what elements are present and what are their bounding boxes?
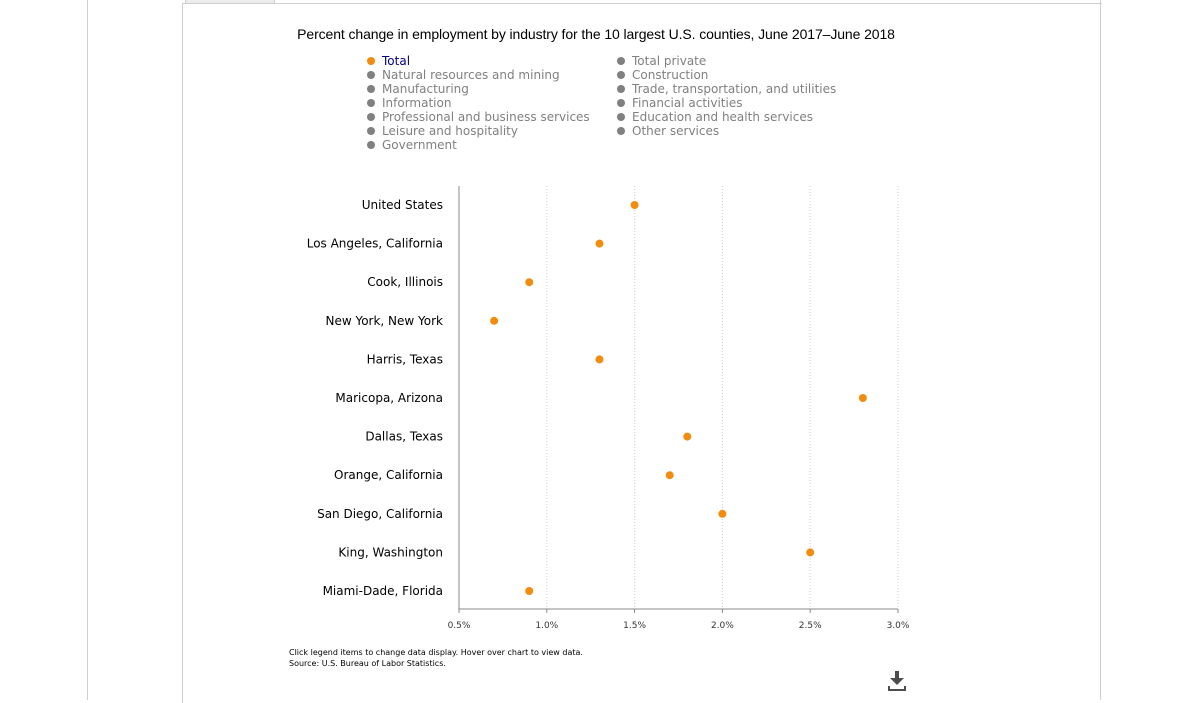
legend-item[interactable]: Financial activities xyxy=(617,96,836,110)
x-tick-label: 2.0% xyxy=(711,621,734,631)
legend-dot-icon xyxy=(617,85,625,93)
x-tick-label: 1.5% xyxy=(623,621,646,631)
legend-label: Government xyxy=(382,138,457,152)
legend-dot-icon xyxy=(367,85,375,93)
legend-item[interactable]: Manufacturing xyxy=(367,82,590,96)
legend-item[interactable]: Professional and business services xyxy=(367,110,590,124)
legend-label: Information xyxy=(382,96,452,110)
legend-label: Other services xyxy=(632,124,720,138)
category-label: Harris, Texas xyxy=(367,352,443,366)
data-point[interactable] xyxy=(718,509,727,518)
legend-item[interactable]: Other services xyxy=(617,124,836,138)
category-label: New York, New York xyxy=(325,314,443,328)
legend-dot-icon xyxy=(367,113,375,121)
data-point[interactable] xyxy=(858,394,867,402)
data-point[interactable] xyxy=(490,316,499,325)
legend-dot-icon xyxy=(367,141,375,149)
legend-item[interactable]: Trade, transportation, and utilities xyxy=(617,82,836,96)
legend-label: Total private xyxy=(632,54,707,68)
x-tick-label: 2.5% xyxy=(799,621,822,631)
legend-label: Construction xyxy=(632,68,709,82)
data-point[interactable] xyxy=(683,432,692,441)
category-label: Los Angeles, California xyxy=(307,237,443,251)
legend-item[interactable]: Total private xyxy=(617,54,836,68)
legend-label: Total xyxy=(382,54,411,68)
legend-dot-icon xyxy=(367,127,375,135)
legend-item[interactable]: Natural resources and mining xyxy=(367,68,590,82)
page-frame xyxy=(87,0,1101,700)
category-label: San Diego, California xyxy=(317,507,443,521)
data-point[interactable] xyxy=(525,278,534,287)
footer-note: Click legend items to change data displa… xyxy=(289,648,583,657)
legend-dot-icon xyxy=(617,127,625,135)
legend-label: Professional and business services xyxy=(382,110,590,124)
x-tick-label: 3.0% xyxy=(887,621,910,631)
data-point[interactable] xyxy=(806,548,815,557)
footer-source: Source: U.S. Bureau of Labor Statistics. xyxy=(289,659,446,668)
legend-dot-icon xyxy=(617,71,625,79)
legend-label: Leisure and hospitality xyxy=(382,124,518,138)
legend-item[interactable]: Total xyxy=(367,54,590,68)
chart-title: Percent change in employment by industry… xyxy=(297,26,895,42)
legend-item[interactable]: Education and health services xyxy=(617,110,836,124)
x-tick-label: 0.5% xyxy=(448,621,471,631)
legend-label: Education and health services xyxy=(632,110,813,124)
category-label: Cook, Illinois xyxy=(367,275,443,289)
legend-item[interactable]: Government xyxy=(367,138,590,152)
legend-dot-icon xyxy=(617,57,625,65)
category-label: Dallas, Texas xyxy=(365,430,443,444)
legend-dot-icon xyxy=(617,113,625,121)
tab-stub[interactable] xyxy=(185,0,275,4)
data-point[interactable] xyxy=(595,239,604,248)
legend-dot-icon xyxy=(367,99,375,107)
legend-dot-icon xyxy=(617,99,625,107)
legend-label: Trade, transportation, and utilities xyxy=(632,82,837,96)
data-point[interactable] xyxy=(665,471,674,480)
chart-footer: Click legend items to change data displa… xyxy=(289,647,583,669)
legend-dot-icon xyxy=(367,57,375,65)
category-label: United States xyxy=(362,198,443,212)
legend-dot-icon xyxy=(367,71,375,79)
x-tick-label: 1.0% xyxy=(535,621,558,631)
data-point[interactable] xyxy=(595,355,604,364)
category-label: Maricopa, Arizona xyxy=(335,391,443,405)
legend-label: Natural resources and mining xyxy=(382,68,560,82)
chart-panel xyxy=(182,3,1102,703)
legend-column-left: Total Natural resources and mining Manufac… xyxy=(367,54,590,152)
legend-column-right: Total private Construction Trade, transpor… xyxy=(617,54,836,138)
legend-item[interactable]: Information xyxy=(367,96,590,110)
category-label: Orange, California xyxy=(334,468,443,482)
download-icon[interactable] xyxy=(886,670,908,692)
category-label: Miami-Dade, Florida xyxy=(323,584,443,598)
legend-label: Manufacturing xyxy=(382,82,469,96)
legend-item[interactable]: Leisure and hospitality xyxy=(367,124,590,138)
data-point[interactable] xyxy=(630,201,639,209)
category-label: King, Washington xyxy=(338,545,443,559)
data-point[interactable] xyxy=(525,587,534,595)
legend-label: Financial activities xyxy=(632,96,743,110)
legend-item[interactable]: Construction xyxy=(617,68,836,82)
